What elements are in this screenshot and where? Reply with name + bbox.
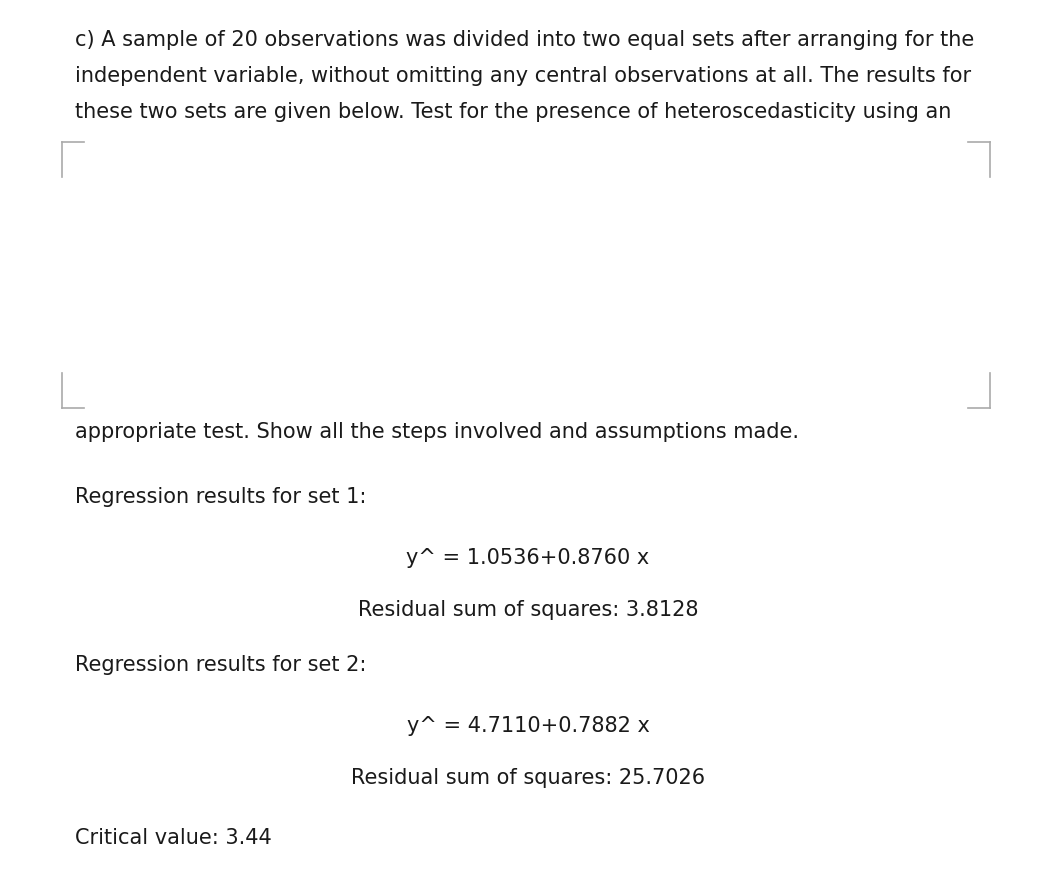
Text: Regression results for set 2:: Regression results for set 2: <box>75 655 366 675</box>
Text: c) A sample of 20 observations was divided into two equal sets after arranging f: c) A sample of 20 observations was divid… <box>75 30 975 50</box>
Text: y^ = 4.7110+0.7882 x: y^ = 4.7110+0.7882 x <box>407 716 649 736</box>
Text: Critical value: 3.44: Critical value: 3.44 <box>75 828 271 848</box>
Text: Residual sum of squares: 25.7026: Residual sum of squares: 25.7026 <box>351 768 705 788</box>
Text: Regression results for set 1:: Regression results for set 1: <box>75 487 366 507</box>
Text: these two sets are given below. Test for the presence of heteroscedasticity usin: these two sets are given below. Test for… <box>75 102 951 122</box>
Text: y^ = 1.0536+0.8760 x: y^ = 1.0536+0.8760 x <box>407 548 649 568</box>
Text: Residual sum of squares: 3.8128: Residual sum of squares: 3.8128 <box>358 600 698 620</box>
Text: appropriate test. Show all the steps involved and assumptions made.: appropriate test. Show all the steps inv… <box>75 422 799 442</box>
Text: independent variable, without omitting any central observations at all. The resu: independent variable, without omitting a… <box>75 66 972 86</box>
